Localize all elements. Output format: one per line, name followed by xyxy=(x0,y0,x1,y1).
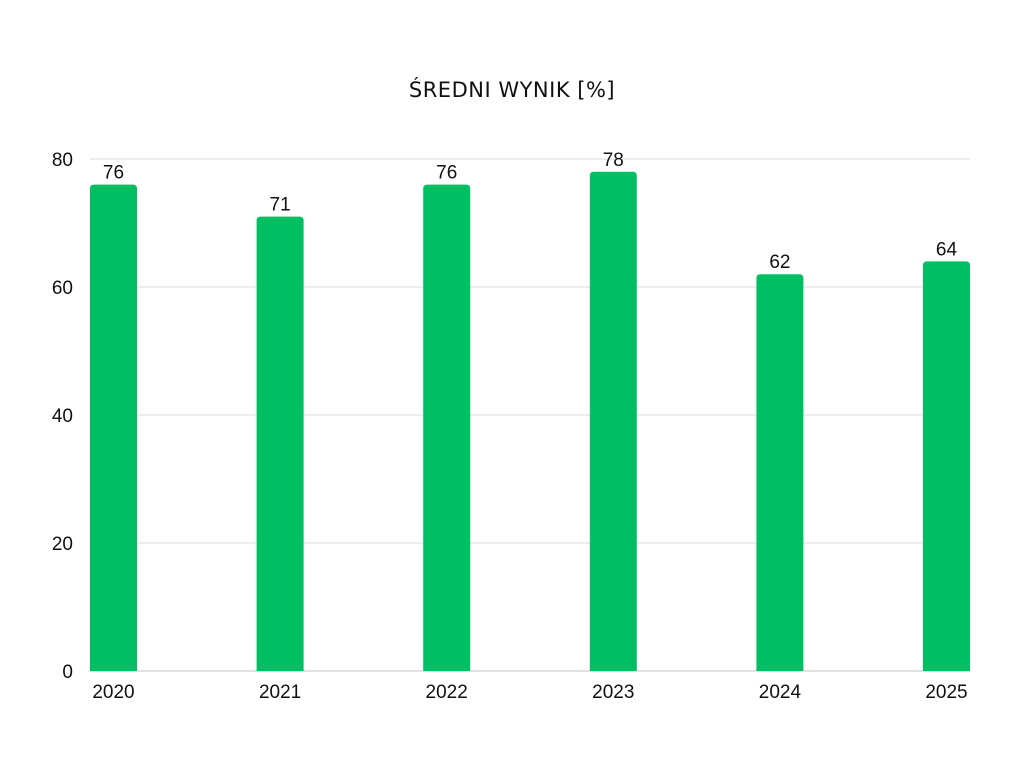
y-tick-label: 40 xyxy=(52,406,73,427)
data-label: 71 xyxy=(270,195,291,216)
x-tick-label: 2023 xyxy=(592,682,634,703)
y-axis-tick-labels: 0 20 40 60 80 xyxy=(52,150,73,683)
bar-2025 xyxy=(923,261,970,671)
x-axis-tick-labels: 2020 2021 2022 2023 2024 2025 xyxy=(92,682,967,703)
x-tick-label: 2020 xyxy=(92,682,134,703)
y-tick-label: 0 xyxy=(62,662,73,683)
data-label: 62 xyxy=(769,252,790,273)
x-tick-label: 2022 xyxy=(426,682,468,703)
data-label: 78 xyxy=(603,150,624,171)
bar-2024 xyxy=(756,274,804,671)
data-label: 76 xyxy=(436,163,457,184)
bars xyxy=(90,171,970,672)
chart-title: ŚREDNI WYNIK [%] xyxy=(408,78,616,102)
data-label: 76 xyxy=(103,163,124,184)
gridlines xyxy=(90,158,970,672)
data-label: 64 xyxy=(936,239,958,260)
bar-2023 xyxy=(589,171,637,672)
bar-2022 xyxy=(423,184,471,671)
y-tick-label: 60 xyxy=(52,278,73,299)
data-labels: 76 71 76 78 62 64 xyxy=(103,150,958,273)
bar-2021 xyxy=(256,216,304,671)
x-tick-label: 2021 xyxy=(259,682,301,703)
y-tick-label: 20 xyxy=(52,534,73,555)
y-tick-label: 80 xyxy=(52,150,73,171)
x-tick-label: 2024 xyxy=(759,682,802,703)
x-tick-label: 2025 xyxy=(925,682,967,703)
bar-2020 xyxy=(90,184,137,671)
